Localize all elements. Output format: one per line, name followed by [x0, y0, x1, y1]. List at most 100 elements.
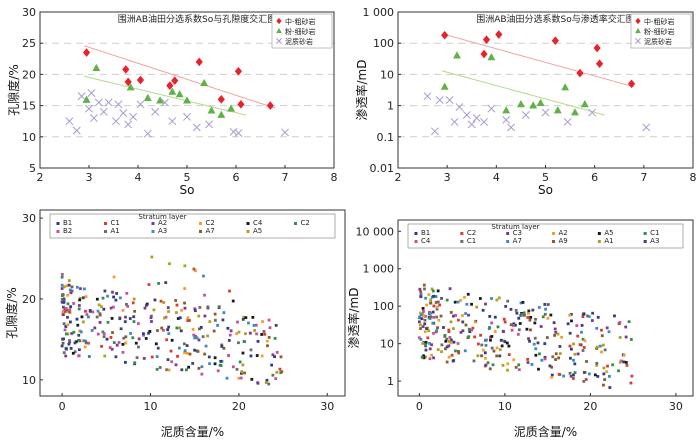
- chart3-legend-marker: [246, 230, 250, 233]
- chart3-point: [77, 307, 81, 311]
- chart3-point: [72, 302, 76, 305]
- chart3-point: [60, 287, 64, 290]
- chart1-point: [205, 120, 214, 129]
- chart4-point: [624, 360, 628, 364]
- chart1-ytick-label: 10: [22, 131, 36, 144]
- chart2-ytick-label: 10: [380, 68, 394, 81]
- chart3-point: [220, 343, 224, 347]
- chart4-point: [418, 311, 422, 315]
- chart3-point: [96, 309, 100, 313]
- chart3-point: [201, 335, 205, 339]
- chart3-point: [197, 366, 201, 370]
- chart3-point: [95, 315, 99, 319]
- chart1-point: [92, 63, 101, 72]
- chart4-point: [447, 328, 451, 332]
- chart2-point: [576, 68, 584, 78]
- chart3-xtick-label: 30: [320, 400, 334, 413]
- chart3-point: [134, 341, 138, 345]
- chart4-point: [447, 355, 451, 359]
- chart4-ytick-label: 1: [387, 375, 394, 388]
- chart3-point: [100, 344, 104, 348]
- chart2-xtick-label: 2: [395, 171, 402, 184]
- chart3-point: [81, 320, 85, 324]
- chart1-point: [234, 129, 243, 138]
- chart4-point: [422, 356, 426, 360]
- chart4-point: [568, 371, 572, 375]
- chart3-point: [60, 344, 64, 348]
- chart3-point: [117, 341, 121, 344]
- chart3-point: [235, 332, 239, 335]
- chart4-point: [527, 337, 530, 341]
- chart2-legend-marker: [635, 17, 641, 25]
- chart4-legend-marker: [506, 232, 510, 235]
- chart3-point: [266, 344, 269, 348]
- chart3-point: [253, 329, 256, 332]
- chart3-legend-marker: [199, 222, 202, 225]
- chart3-point: [79, 330, 83, 334]
- chart4-point: [445, 298, 449, 302]
- chart4-point: [506, 299, 510, 303]
- chart2-legend-marker: [635, 38, 641, 44]
- chart4-point: [506, 362, 510, 366]
- chart1-point: [136, 75, 145, 85]
- chart4-point: [611, 363, 614, 367]
- chart4-point: [593, 373, 597, 377]
- chart3-point: [82, 339, 86, 343]
- chart4-point: [436, 300, 440, 304]
- chart2-xlabel: So: [538, 183, 553, 197]
- chart3-point: [248, 331, 252, 335]
- chart3-point: [197, 314, 201, 318]
- chart4-point: [449, 320, 453, 324]
- chart4-point: [624, 325, 628, 329]
- chart4-point: [533, 336, 537, 340]
- chart3-point: [240, 370, 244, 373]
- chart1-ytick-label: 15: [22, 100, 36, 113]
- chart3-point: [262, 330, 266, 333]
- chart3-point: [166, 358, 170, 362]
- chart3-point: [69, 291, 73, 295]
- chart3-point: [216, 369, 220, 373]
- chart3-point: [265, 339, 269, 343]
- chart3-point: [270, 363, 274, 367]
- chart3-point: [203, 293, 206, 297]
- chart4-point: [480, 354, 483, 358]
- chart1-trend-green: [83, 75, 246, 116]
- chart2-point: [487, 53, 496, 61]
- chart3-legend-marker: [199, 230, 202, 233]
- chart4-point: [607, 330, 611, 334]
- chart4-point: [526, 316, 530, 319]
- chart2-point: [441, 30, 449, 40]
- chart4-point: [526, 361, 530, 364]
- chart4-point: [481, 308, 485, 312]
- chart4-point: [447, 344, 451, 348]
- chart4-point: [557, 372, 561, 376]
- chart3-point: [279, 371, 283, 375]
- chart4-point: [427, 293, 431, 297]
- chart1-point: [200, 78, 209, 87]
- chart1-point: [82, 95, 91, 103]
- chart4-point: [537, 367, 540, 371]
- chart3-point: [102, 307, 106, 311]
- chart4-point: [435, 305, 439, 309]
- chart3-point: [219, 359, 223, 363]
- chart2-ytick-label: 1 000: [363, 6, 395, 19]
- chart1-xtick-label: 2: [37, 171, 44, 184]
- chart3-point: [193, 309, 197, 313]
- chart1-point-b: [205, 120, 214, 129]
- chart4-point: [522, 311, 526, 315]
- chart1-point: [72, 126, 81, 135]
- chart4-point: [440, 297, 443, 300]
- chart4-point: [578, 343, 582, 347]
- chart4-point: [488, 326, 491, 329]
- chart3-point: [220, 345, 224, 348]
- chart3-point: [85, 313, 89, 316]
- chart3-point: [156, 329, 159, 332]
- chart3-legend-label: C1: [111, 219, 120, 227]
- chart4-point: [476, 342, 480, 346]
- chart2-xtick-label: 4: [493, 171, 500, 184]
- chart4-point: [527, 309, 531, 313]
- chart2-point-b: [487, 104, 496, 113]
- chart4-point: [427, 329, 431, 333]
- chart3-point: [65, 308, 69, 312]
- chart1-legend-label: 中-粗砂岩: [285, 17, 316, 26]
